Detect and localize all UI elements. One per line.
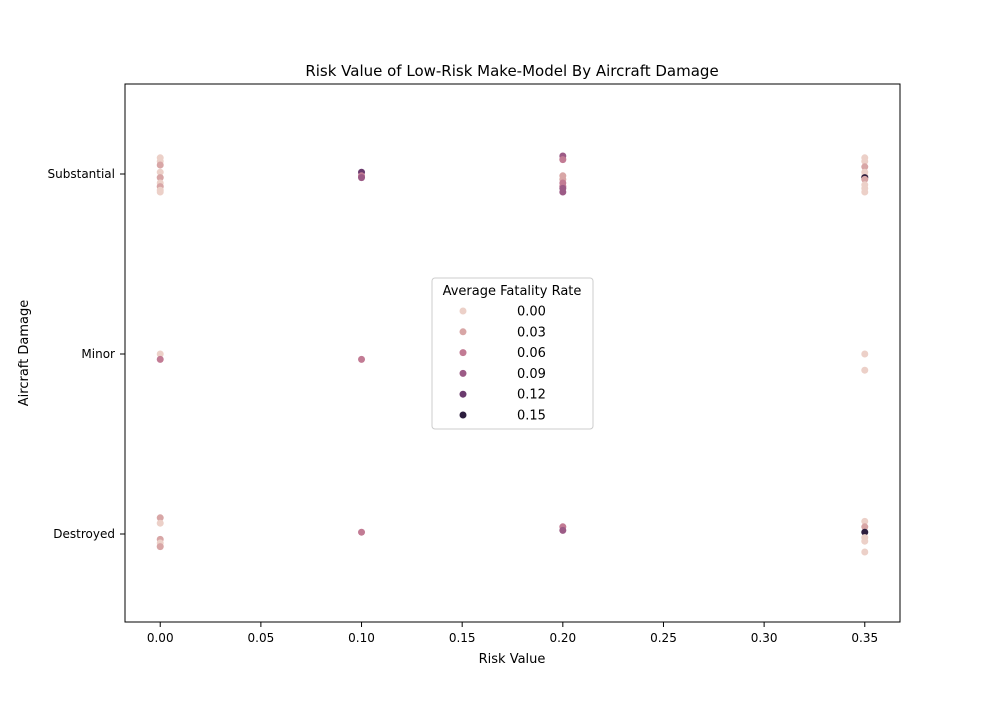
- x-tick-label: 0.30: [751, 631, 778, 645]
- data-point: [861, 175, 869, 183]
- data-point: [156, 168, 164, 176]
- data-point: [861, 517, 869, 525]
- legend-marker: [459, 411, 467, 419]
- data-point: [559, 156, 567, 164]
- legend-entry-label: 0.15: [517, 409, 546, 424]
- y-tick-label: Minor: [81, 347, 115, 361]
- y-tick-label: Destroyed: [53, 527, 115, 541]
- legend-entry-label: 0.09: [517, 367, 546, 382]
- x-tick-label: 0.00: [147, 631, 174, 645]
- legend-entry-label: 0.00: [517, 305, 546, 320]
- x-tick-label: 0.05: [248, 631, 275, 645]
- y-axis-label: Aircraft Damage: [17, 300, 32, 406]
- data-point: [559, 188, 567, 196]
- legend-entry-label: 0.06: [517, 346, 546, 361]
- legend-entry-label: 0.03: [517, 325, 546, 340]
- legend-marker: [459, 328, 467, 336]
- data-point: [358, 528, 366, 536]
- x-tick-label: 0.20: [549, 631, 576, 645]
- data-point: [156, 174, 164, 182]
- y-tick-label: Substantial: [48, 167, 115, 181]
- x-tick-label: 0.35: [851, 631, 878, 645]
- legend-entry-label: 0.12: [517, 388, 546, 403]
- data-point: [156, 188, 164, 196]
- legend-title: Average Fatality Rate: [443, 284, 582, 299]
- x-tick-label: 0.25: [650, 631, 677, 645]
- data-point: [861, 188, 869, 196]
- legend-marker: [459, 349, 467, 357]
- data-point: [156, 355, 164, 363]
- data-point: [861, 366, 869, 374]
- data-point: [861, 528, 869, 536]
- data-point: [156, 350, 164, 358]
- y-axis: Substantial Minor Destroyed: [48, 167, 125, 541]
- legend-marker: [459, 369, 467, 377]
- data-point: [559, 526, 567, 534]
- legend-marker: [459, 390, 467, 398]
- plot-frame: [124, 83, 901, 623]
- data-points: [156, 152, 869, 556]
- data-point: [861, 163, 869, 171]
- data-point: [861, 548, 869, 556]
- x-tick-label: 0.15: [449, 631, 476, 645]
- data-point: [156, 543, 164, 551]
- data-point: [358, 174, 366, 182]
- x-tick-label: 0.10: [348, 631, 375, 645]
- data-point: [358, 355, 366, 363]
- x-axis: 0.00 0.05 0.10 0.15 0.20 0.25 0.30 0.35: [147, 622, 878, 645]
- data-point: [861, 350, 869, 358]
- data-point: [861, 537, 869, 545]
- x-axis-label: Risk Value: [479, 652, 546, 667]
- data-point: [156, 161, 164, 169]
- legend-box: [431, 277, 594, 430]
- legend-marker: [459, 307, 467, 315]
- data-point: [156, 514, 164, 522]
- data-point: [156, 519, 164, 527]
- legend-entries: 0.00 0.03 0.06 0.09 0.12 0.15: [459, 305, 546, 424]
- chart-title: Risk Value of Low-Risk Make-Model By Air…: [305, 62, 718, 80]
- legend: Average Fatality Rate 0.000.030.060.090.…: [431, 277, 594, 430]
- data-point: [861, 157, 869, 165]
- data-point: [861, 523, 869, 531]
